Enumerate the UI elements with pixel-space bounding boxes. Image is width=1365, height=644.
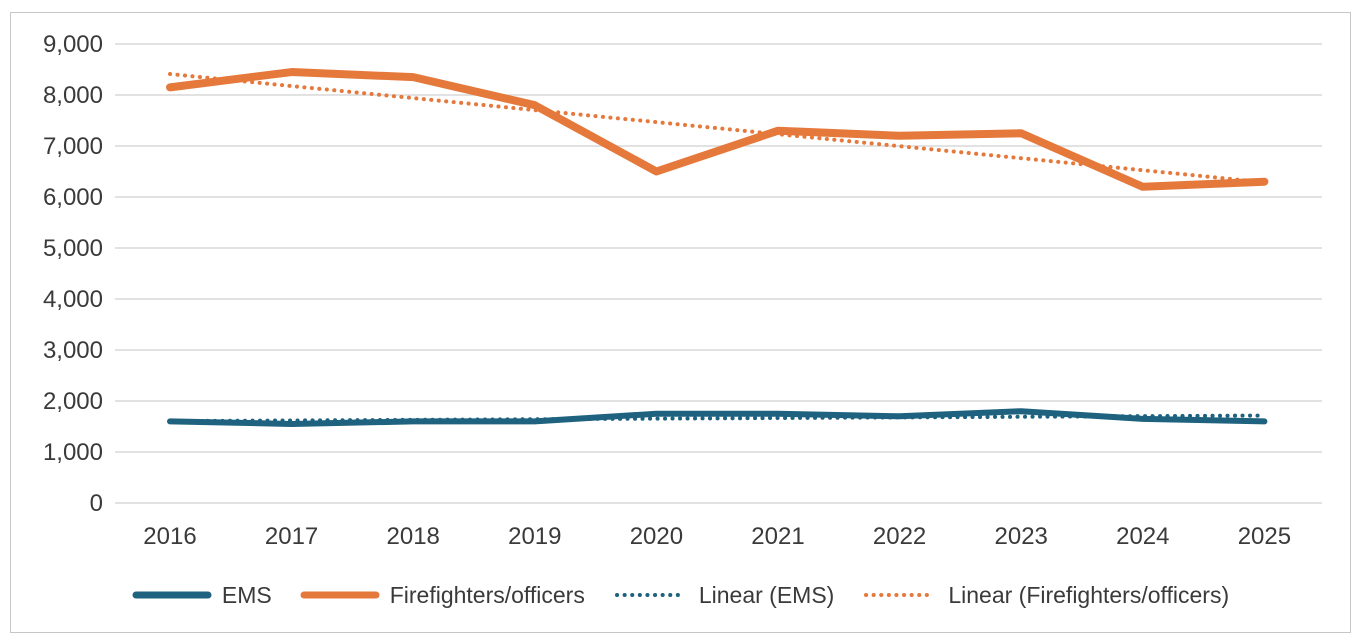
y-tick-label: 3,000	[43, 337, 103, 364]
series-line-firefighters-officers	[166, 68, 1269, 191]
x-tick-label: 2018	[387, 523, 440, 550]
legend-item-linear-ems-: Linear (EMS)	[613, 582, 834, 609]
legend-item-ems: EMS	[132, 582, 272, 609]
y-tick-label: 4,000	[43, 286, 103, 313]
dotted-line-swatch-icon	[862, 590, 938, 600]
legend-label: Firefighters/officers	[389, 581, 585, 608]
legend-label: Linear (EMS)	[698, 581, 835, 608]
trendline-linear-ems-	[168, 413, 1267, 424]
y-tick-label: 8,000	[43, 82, 103, 109]
solid-line-swatch-icon	[300, 590, 380, 600]
dotted-line-swatch-icon	[613, 590, 689, 600]
y-tick-label: 2,000	[43, 388, 103, 415]
solid-line-swatch-icon	[132, 590, 212, 600]
chart-panel: 0 1,000 2,000 3,000 4,000 5,000 6,000 7,000 8,00…	[10, 12, 1351, 633]
chart-legend: EMS Firefighters/officers Linear (EMS) Line…	[11, 573, 1350, 617]
x-tick-label: 2016	[143, 523, 196, 550]
legend-label: Linear (Firefighters/officers)	[948, 581, 1230, 608]
legend-item-firefighters-officers: Firefighters/officers	[300, 582, 585, 609]
line-chart-plot-area: 0 1,000 2,000 3,000 4,000 5,000 6,000 7,000 8,00…	[43, 31, 1322, 550]
legend-label: EMS	[221, 581, 272, 608]
series-line-ems	[167, 408, 1268, 427]
y-tick-label: 6,000	[43, 184, 103, 211]
x-tick-label: 2019	[508, 523, 561, 550]
x-tick-label: 2017	[265, 523, 318, 550]
y-tick-label: 5,000	[43, 235, 103, 262]
x-tick-label: 2023	[995, 523, 1048, 550]
legend-item-linear-firefighters-officers-: Linear (Firefighters/officers)	[862, 582, 1229, 609]
x-tick-label: 2025	[1238, 523, 1291, 550]
x-tick-label: 2024	[1116, 523, 1169, 550]
x-tick-label: 2020	[630, 523, 683, 550]
x-tick-label: 2022	[873, 523, 926, 550]
x-tick-label: 2021	[751, 523, 804, 550]
trendline-linear-firefighters-officers-	[168, 72, 1267, 185]
y-tick-label: 1,000	[43, 439, 103, 466]
y-tick-label: 9,000	[43, 31, 103, 58]
y-tick-label: 0	[90, 490, 103, 517]
y-tick-label: 7,000	[43, 133, 103, 160]
